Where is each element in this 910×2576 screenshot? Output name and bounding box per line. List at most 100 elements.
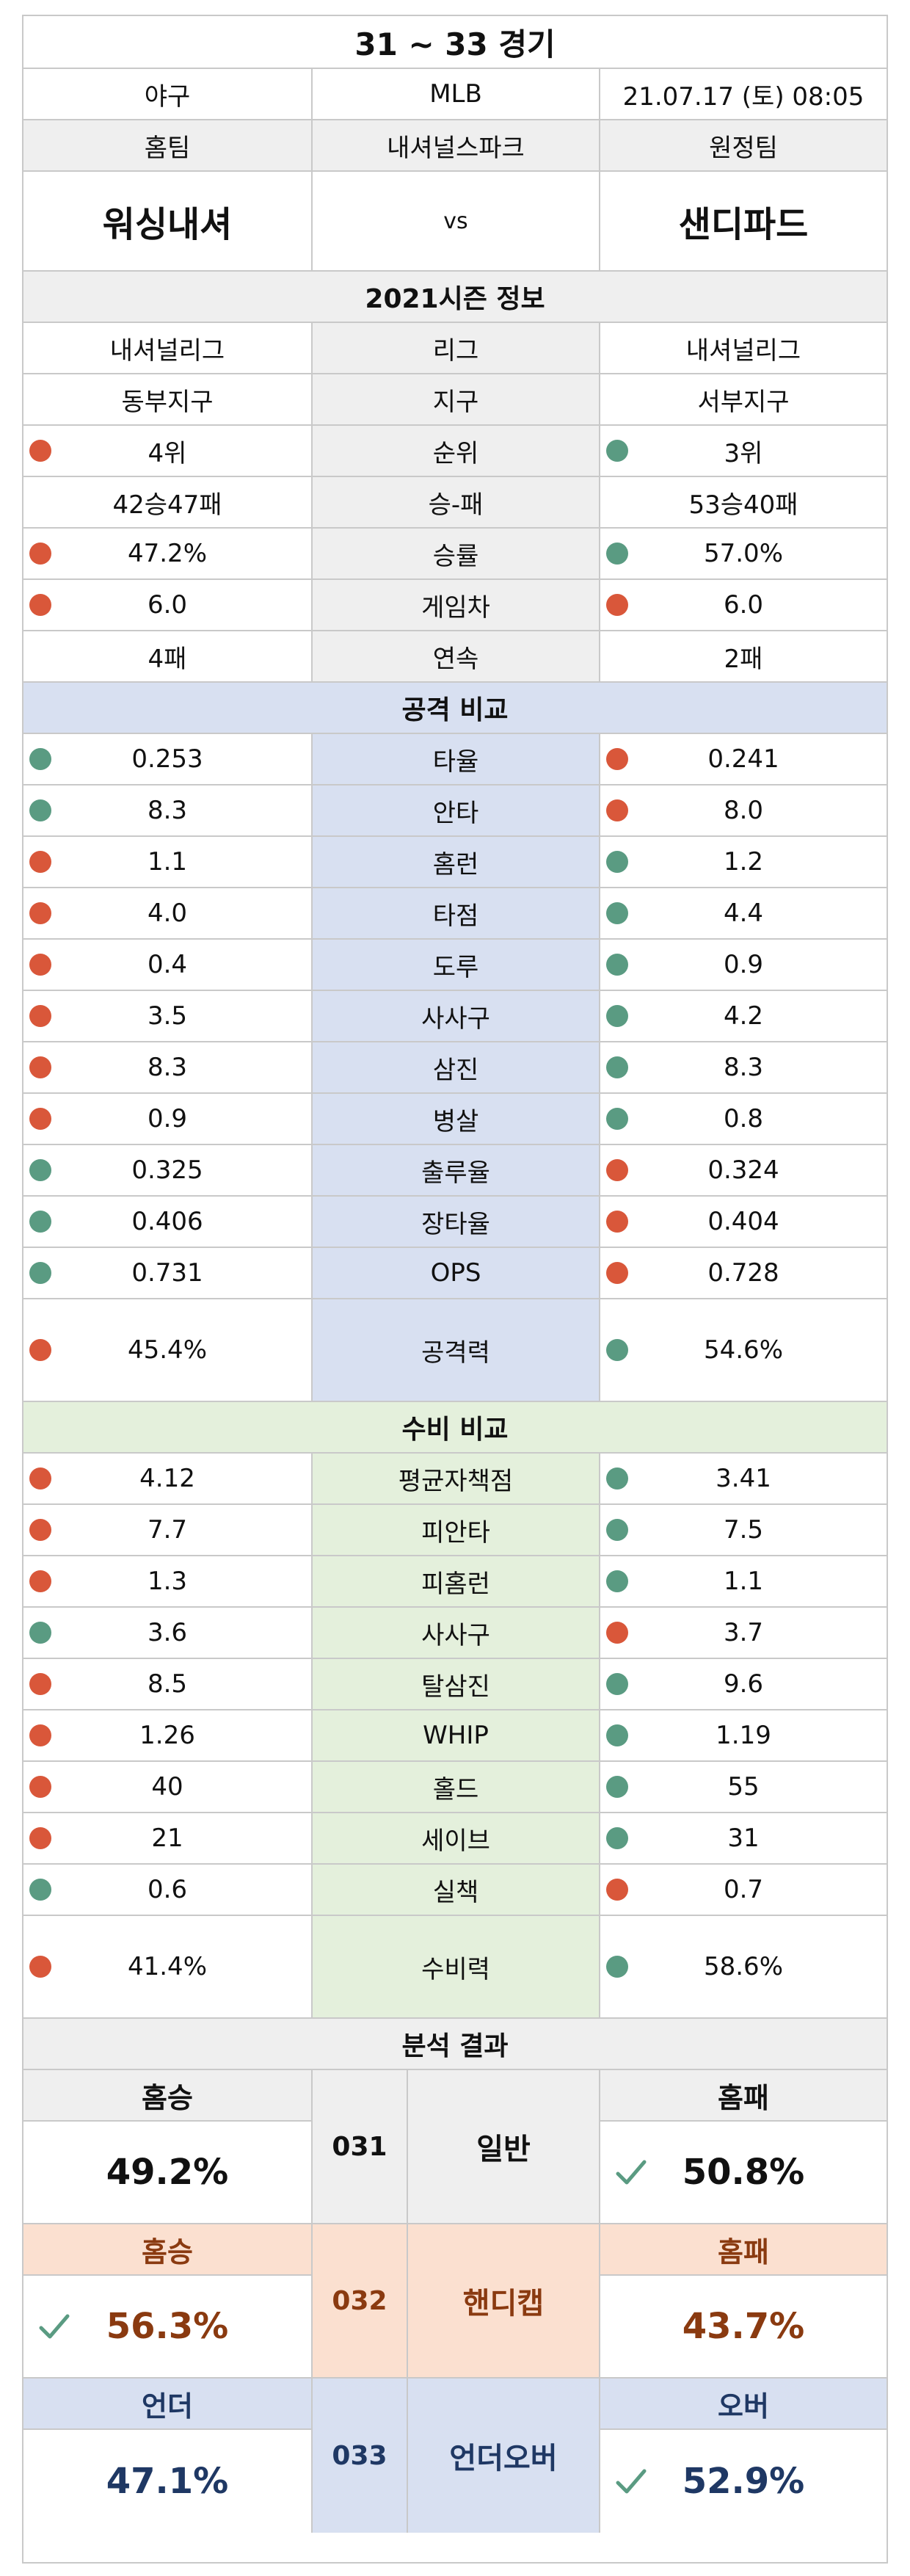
away-indicator-dot xyxy=(606,1879,628,1901)
season-stat-label: 승-패 xyxy=(313,477,600,527)
away-indicator-dot xyxy=(606,1339,628,1361)
attack-away-value: 4.2 xyxy=(600,991,887,1041)
defense-home-value: 8.5 xyxy=(23,1659,313,1709)
away-indicator-dot xyxy=(606,1056,628,1078)
home-indicator-dot xyxy=(29,1956,51,1978)
bet-type-name: 언더오버 xyxy=(408,2379,600,2533)
attack-row: 8.3 삼진 8.3 xyxy=(23,1042,887,1094)
analysis-block-033: 언더 47.1% 033 언더오버 오버 52.9% xyxy=(23,2379,887,2533)
away-indicator-dot xyxy=(606,1211,628,1233)
attack-home-value: 3.5 xyxy=(23,991,313,1041)
away-indicator-dot xyxy=(606,1108,628,1130)
home-indicator-dot xyxy=(29,1056,51,1078)
defense-stat-label: 실책 xyxy=(313,1865,600,1915)
defense-stat-label: 사사구 xyxy=(313,1608,600,1658)
away-indicator-dot xyxy=(606,543,628,565)
attack-away-value: 8.0 xyxy=(600,786,887,835)
season-stat-label: 지구 xyxy=(313,374,600,424)
home-team-label: 홈팀 xyxy=(23,120,313,170)
season-away-value: 53승40패 xyxy=(688,490,798,520)
defense-away-value: 3.7 xyxy=(600,1608,887,1658)
defense-away-value: 9.6 xyxy=(600,1659,887,1709)
left-outcome: 언더 47.1% xyxy=(23,2379,313,2533)
attack-row: 3.5 사사구 4.2 xyxy=(23,991,887,1042)
away-indicator-dot xyxy=(606,1570,628,1592)
home-indicator-dot xyxy=(29,1159,51,1181)
defense-power-row: 41.4% 수비력 58.6% xyxy=(23,1916,887,2019)
season-away-value: 57.0% xyxy=(600,529,887,578)
defense-home-power: 41.4% xyxy=(23,1916,313,2017)
attack-rows: 0.253 타율 0.241 8.3 안타 8.0 1.1 홈런 1.2 4.0 타점 4.4 0.4 도… xyxy=(23,734,887,1402)
home-indicator-dot xyxy=(29,1262,51,1284)
season-stat-label: 연속 xyxy=(313,631,600,681)
attack-power-label: 공격력 xyxy=(313,1299,600,1401)
attack-stat-label: 삼진 xyxy=(313,1042,600,1092)
away-indicator-dot xyxy=(606,954,628,976)
away-team-label: 원정팀 xyxy=(709,133,778,163)
away-indicator-dot xyxy=(606,1673,628,1695)
attack-home-value: 0.406 xyxy=(23,1197,313,1247)
meta-row: 야구 MLB 21.07.17 (토) 08:05 xyxy=(23,69,887,120)
attack-stat-label: 도루 xyxy=(313,940,600,990)
attack-away-value: 0.404 xyxy=(600,1197,887,1247)
attack-stat-label: 출루율 xyxy=(313,1145,600,1195)
attack-home-value: 4.0 xyxy=(23,888,313,938)
defense-home-value: 3.6 xyxy=(23,1608,313,1658)
away-indicator-dot xyxy=(606,1159,628,1181)
analysis-section-header: 분석 결과 xyxy=(23,2019,887,2070)
attack-stat-label: 안타 xyxy=(313,786,600,835)
defense-stat-label: 피홈런 xyxy=(313,1556,600,1606)
home-indicator-dot xyxy=(29,1827,51,1849)
game-code: 031 xyxy=(313,2070,408,2223)
home-indicator-dot xyxy=(29,1622,51,1644)
match-datetime: 21.07.17 (토) 08:05 xyxy=(622,81,864,112)
defense-home-value: 1.26 xyxy=(23,1710,313,1760)
attack-away-value: 0.241 xyxy=(600,734,887,784)
left-outcome-percent: 56.3% xyxy=(23,2276,311,2377)
attack-row: 0.9 병살 0.8 xyxy=(23,1094,887,1145)
defense-row: 0.6 실책 0.7 xyxy=(23,1865,887,1916)
analysis-title: 분석 결과 xyxy=(401,2031,509,2061)
left-outcome-percent: 47.1% xyxy=(106,2461,229,2502)
attack-stat-label: 타율 xyxy=(313,734,600,784)
away-indicator-dot xyxy=(606,851,628,873)
season-row: 내셔널리그 리그 내셔널리그 xyxy=(23,323,887,374)
season-row: 4위 순위 3위 xyxy=(23,426,887,477)
defense-away-value: 55 xyxy=(600,1762,887,1812)
defense-stat-label: 홀드 xyxy=(313,1762,600,1812)
season-away-value: 3위 xyxy=(600,426,887,476)
attack-away-value: 1.2 xyxy=(600,837,887,887)
attack-stat-label: OPS xyxy=(313,1248,600,1298)
away-indicator-dot xyxy=(606,1776,628,1798)
season-stat-label: 게임차 xyxy=(313,580,600,630)
season-away-value: 6.0 xyxy=(600,580,887,630)
home-indicator-dot xyxy=(29,799,51,821)
season-row: 6.0 게임차 6.0 xyxy=(23,580,887,631)
away-indicator-dot xyxy=(606,594,628,616)
left-outcome: 홈승 56.3% xyxy=(23,2224,313,2377)
left-outcome-label: 언더 xyxy=(23,2379,311,2430)
attack-home-value: 8.3 xyxy=(23,1042,313,1092)
home-indicator-dot xyxy=(29,1776,51,1798)
defense-title: 수비 비교 xyxy=(401,1415,509,1445)
attack-stat-label: 사사구 xyxy=(313,991,600,1041)
defense-row: 40 홀드 55 xyxy=(23,1762,887,1813)
attack-row: 4.0 타점 4.4 xyxy=(23,888,887,940)
defense-home-value: 0.6 xyxy=(23,1865,313,1915)
defense-away-value: 1.19 xyxy=(600,1710,887,1760)
left-outcome-label: 홈승 xyxy=(23,2070,311,2122)
away-indicator-dot xyxy=(606,1724,628,1746)
attack-home-value: 0.9 xyxy=(23,1094,313,1144)
left-outcome-label: 홈승 xyxy=(23,2224,311,2276)
stadium-name: 내셔널스파크 xyxy=(313,120,600,170)
defense-stat-label: 피안타 xyxy=(313,1505,600,1555)
season-away-value: 내셔널리그 xyxy=(685,335,801,366)
defense-away-value: 0.7 xyxy=(600,1865,887,1915)
attack-row: 8.3 안타 8.0 xyxy=(23,786,887,837)
attack-row: 0.406 장타율 0.404 xyxy=(23,1197,887,1248)
attack-row: 0.325 출루율 0.324 xyxy=(23,1145,887,1197)
right-outcome-percent: 52.9% xyxy=(600,2430,887,2533)
defense-away-power: 58.6% xyxy=(600,1916,887,2017)
away-indicator-dot xyxy=(606,1956,628,1978)
away-indicator-dot xyxy=(606,1519,628,1541)
